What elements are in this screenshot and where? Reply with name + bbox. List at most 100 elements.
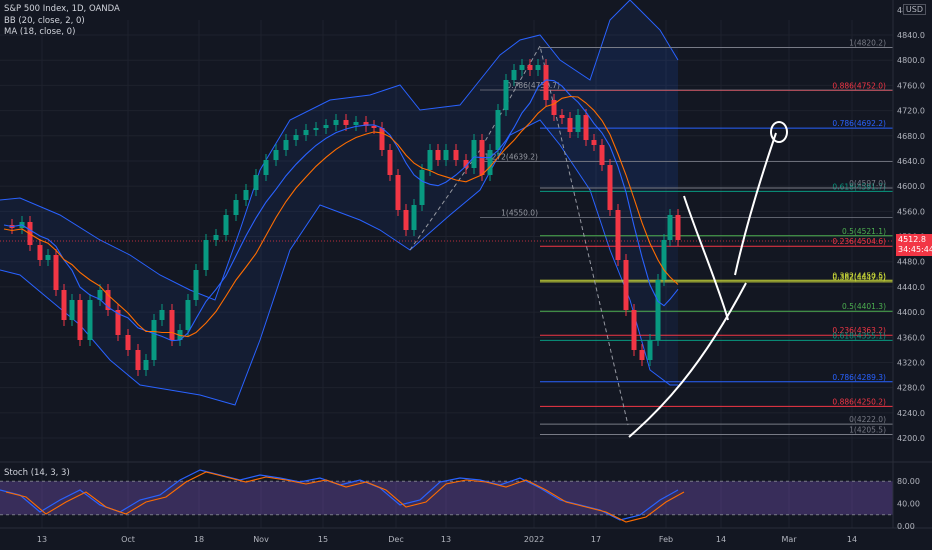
candle-body: [511, 70, 517, 80]
candle-body: [675, 215, 681, 240]
candle-body: [631, 310, 637, 350]
price-axis-label: 4200.0: [897, 434, 925, 443]
ma-indicator-label[interactable]: MA (18, close, 0): [4, 27, 76, 37]
candle-body: [403, 210, 409, 230]
candle-body: [203, 240, 209, 270]
candle-body: [333, 120, 339, 125]
price-axis-label: 4640.0: [897, 157, 925, 166]
time-axis-label: 13: [441, 535, 451, 544]
candle-body: [487, 150, 493, 175]
candle-body: [435, 150, 441, 160]
candle-body: [667, 215, 673, 240]
fib-level-label: 0.382(4450.5): [832, 271, 886, 280]
candle-body: [353, 122, 359, 125]
candle-body: [395, 175, 401, 210]
extension-label: 0.786(4752.7): [506, 81, 560, 90]
price-axis-label: 4560.0: [897, 207, 925, 216]
price-axis-label: 4280.0: [897, 384, 925, 393]
candle-body: [105, 290, 111, 310]
extension-label: 1(4550.0): [501, 209, 538, 218]
candle-body: [193, 270, 199, 300]
candle-body: [559, 115, 565, 118]
time-axis-label: 18: [194, 535, 204, 544]
stoch-indicator-label[interactable]: Stoch (14, 3, 3): [4, 468, 70, 478]
legend: S&P 500 Index, 1D, OANDA BB (20, close, …: [4, 4, 120, 39]
fib-level-label: 0.5(4401.3): [842, 302, 886, 311]
candle-body: [387, 150, 393, 175]
candle-body: [371, 126, 377, 128]
candle-body: [575, 115, 581, 132]
candle-body: [213, 235, 219, 240]
candle-body: [427, 150, 433, 170]
candle-body: [551, 100, 557, 115]
moving-averages: [3, 79, 679, 342]
hand-circle: [770, 121, 788, 143]
candle-body: [135, 350, 141, 370]
bb-lower: [0, 119, 678, 406]
price-axis-label: 4760.0: [897, 81, 925, 90]
time-axis-label: 13: [37, 535, 47, 544]
candle-body: [591, 140, 597, 145]
candle-body: [313, 128, 319, 130]
currency-label[interactable]: USD: [902, 4, 926, 15]
stoch-axis-label: 0.00: [897, 522, 915, 531]
bb-indicator-label[interactable]: BB (20, close, 2, 0): [4, 15, 85, 26]
candle-body: [519, 65, 525, 70]
candle-body: [463, 160, 469, 168]
candle-body: [293, 135, 299, 140]
price-axis-label: 4720.0: [897, 107, 925, 116]
time-axis-label: 14: [716, 535, 726, 544]
fib-level-label: 1(4205.5): [849, 426, 886, 435]
price-axis-label: 4440.0: [897, 283, 925, 292]
candle-body: [263, 160, 269, 175]
candle-body: [343, 120, 349, 125]
candle-body: [303, 130, 309, 135]
stoch-axis-label: 80.00: [897, 477, 920, 486]
candle-body: [185, 300, 191, 330]
fib-level-label: 0(4222.0): [849, 415, 886, 424]
fib-level-label: 0.5(4521.1): [842, 227, 886, 236]
candle-body: [527, 65, 533, 70]
candle-body: [443, 150, 449, 160]
fib-level-label: 0.382(4447.9): [832, 273, 886, 282]
candle-body: [495, 110, 501, 150]
candle-body: [639, 350, 645, 360]
time-axis-label: Oct: [121, 535, 135, 544]
candle-body: [363, 122, 369, 126]
candle-body: [159, 310, 165, 320]
fib-level-label: 0.886(4752.0): [832, 81, 886, 90]
candle-body: [615, 210, 621, 260]
symbol-title[interactable]: S&P 500 Index, 1D, OANDA: [4, 4, 120, 14]
candle-body: [253, 175, 259, 190]
fib-level-label: 0.236(4363.2): [832, 326, 886, 335]
trend-dashed: [409, 44, 629, 426]
candle-body: [273, 150, 279, 160]
candle-body: [69, 300, 75, 320]
time-axis-label: 17: [591, 535, 601, 544]
bb-basis-line: [3, 79, 679, 342]
candle-body: [169, 310, 175, 340]
candle-body: [583, 115, 589, 140]
price-axis-label: 4480.0: [897, 258, 925, 267]
candle-body: [53, 255, 59, 290]
candle-body: [453, 150, 459, 160]
candle-body: [503, 80, 509, 110]
candle-body: [243, 190, 249, 200]
price-axis-label: 4800.0: [897, 56, 925, 65]
stoch-legend: Stoch (14, 3, 3): [4, 468, 70, 480]
time-axis-label: Mar: [781, 535, 797, 544]
candle-body: [607, 165, 613, 210]
bar-countdown: 34:45:44: [898, 245, 932, 254]
candle-body: [45, 255, 51, 260]
candle-body: [379, 128, 385, 150]
candle-body: [623, 260, 629, 310]
fib-level-label: 0.618(4591.7): [832, 182, 886, 191]
hand-drawing: [628, 121, 788, 438]
candle-body: [411, 205, 417, 230]
candle-body: [655, 280, 661, 340]
candle-body: [567, 118, 573, 132]
hand-stroke: [734, 132, 777, 276]
price-axis-label: 4240.0: [897, 409, 925, 418]
